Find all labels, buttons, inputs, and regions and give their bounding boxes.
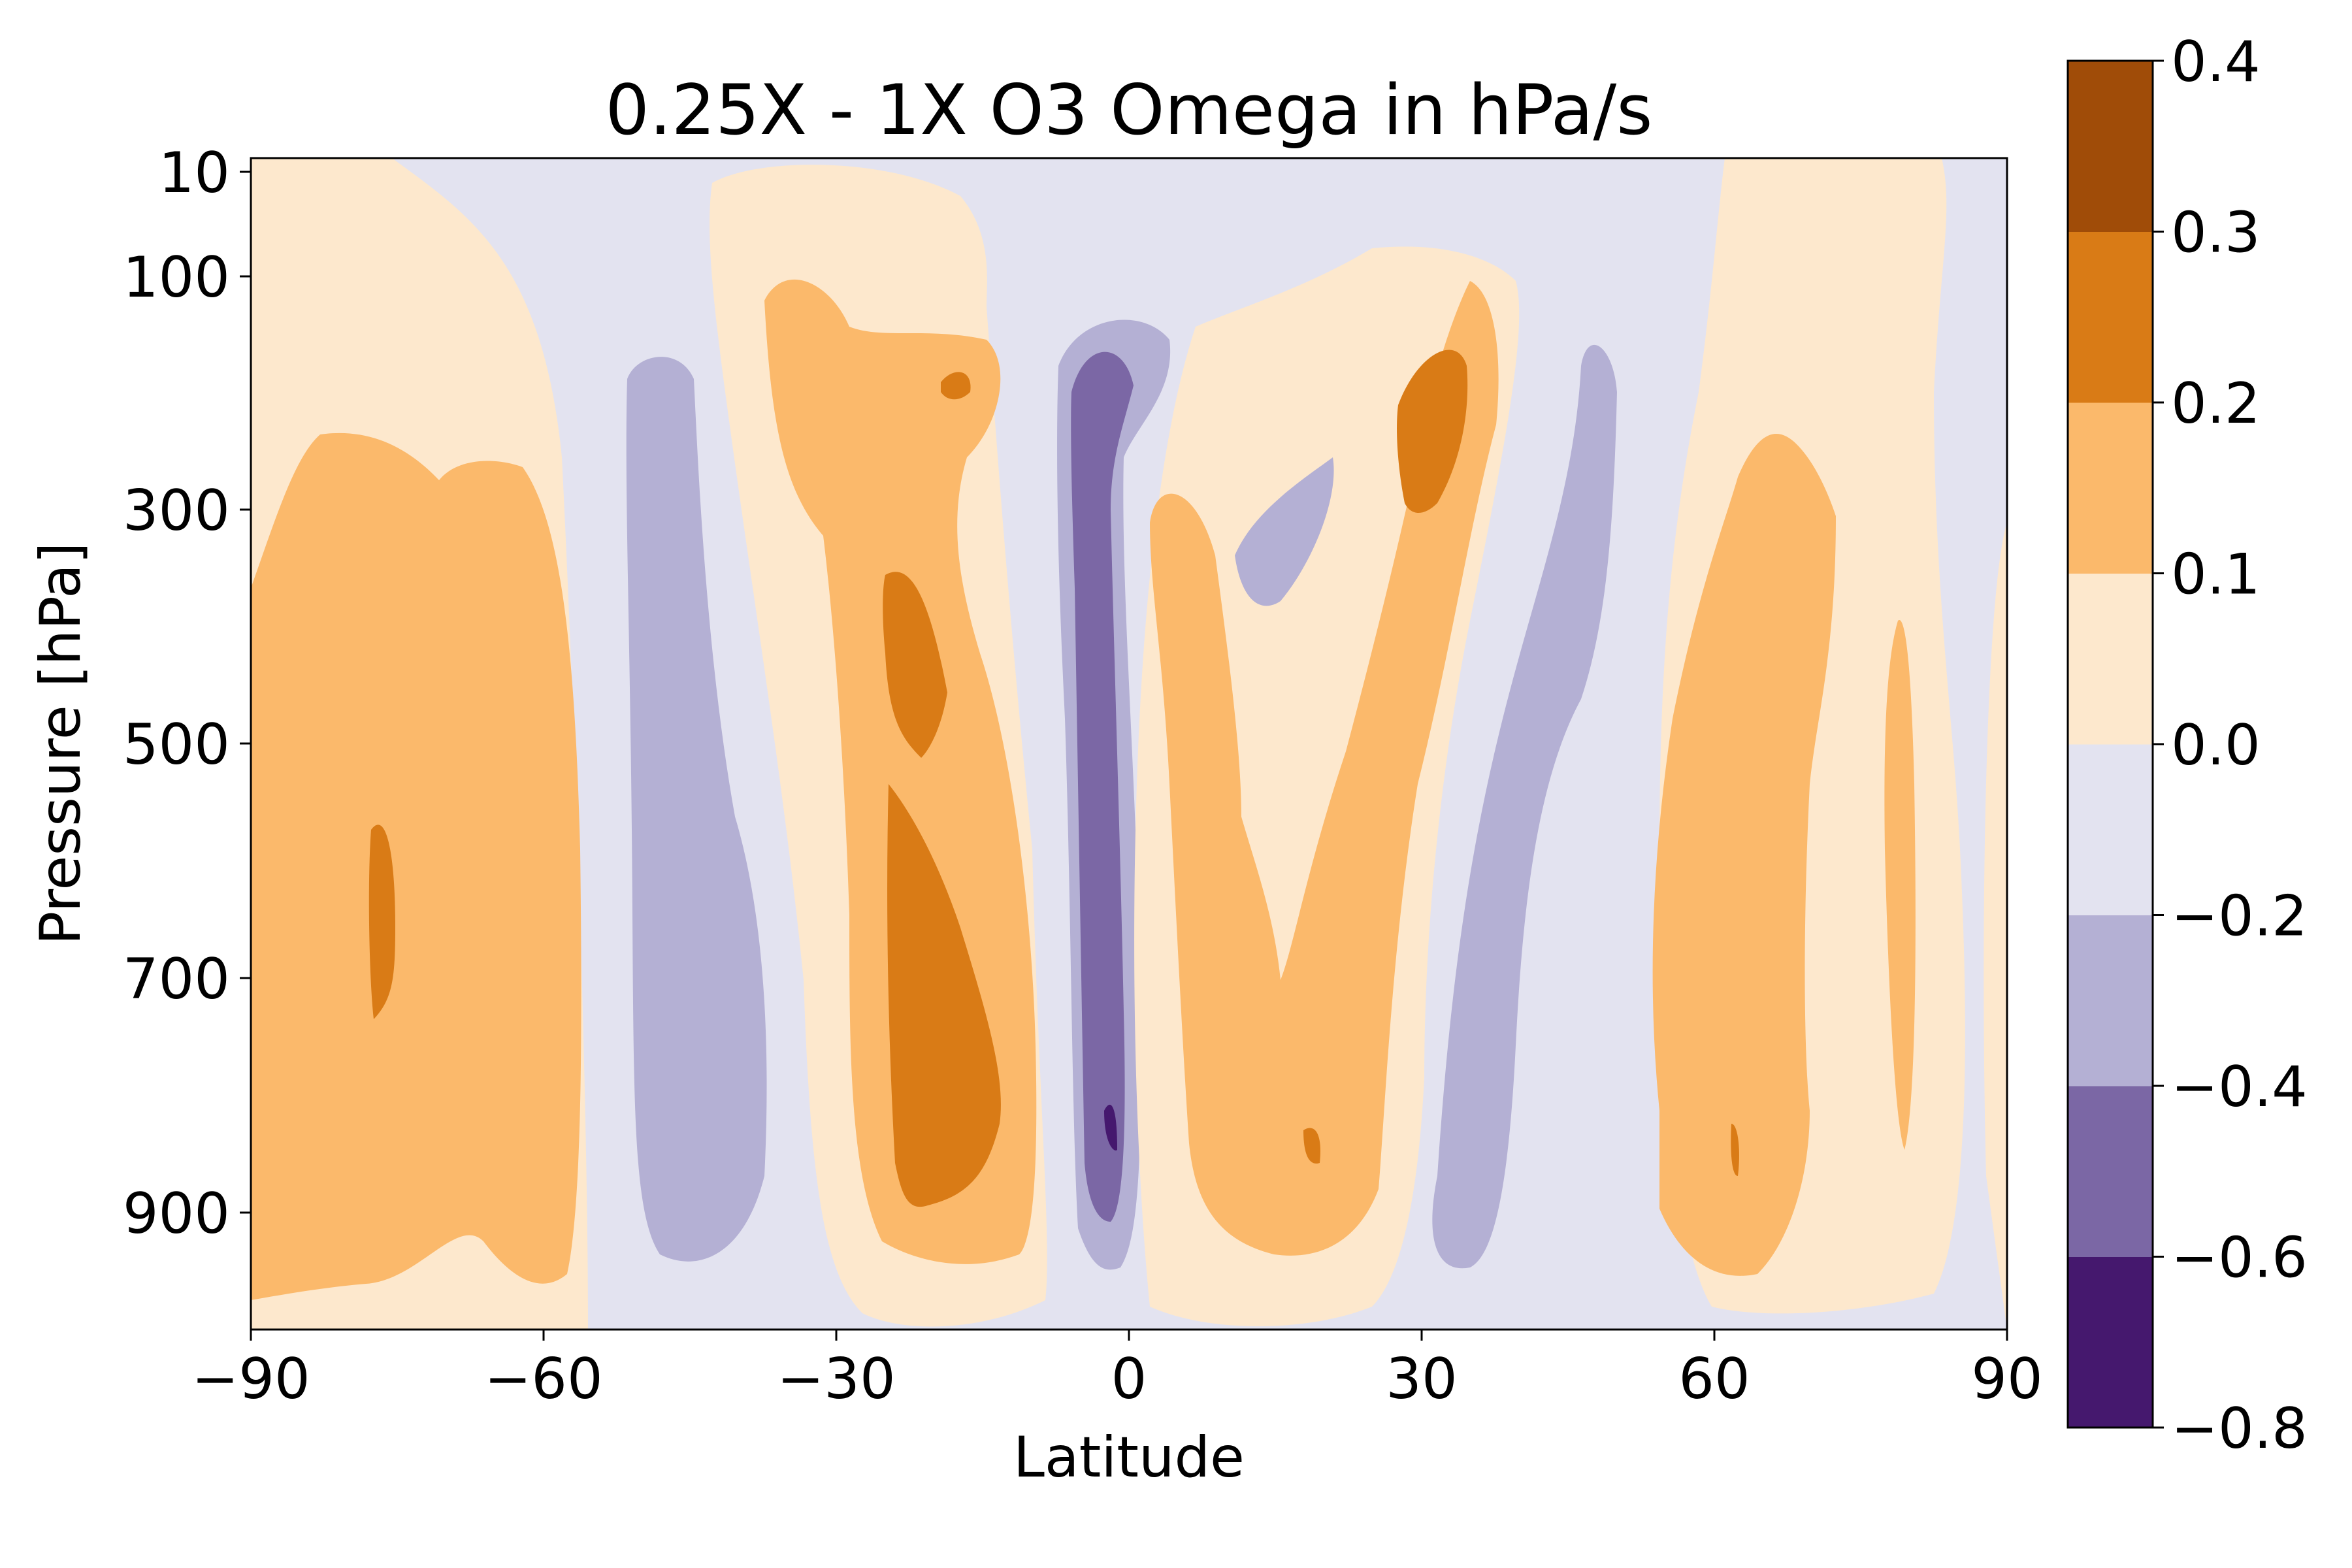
y-tick-label: 900 — [123, 1181, 230, 1247]
contour-band-neg0.4-to-neg0.2 — [626, 357, 767, 1262]
contour-band-0.1-to-0.2 — [1652, 434, 1836, 1276]
colorbar-tick-label: 0.4 — [2171, 29, 2261, 95]
contour-fields — [251, 158, 2007, 1330]
colorbar-tick-label: 0.2 — [2171, 371, 2261, 436]
colorbar-segment — [2068, 573, 2153, 745]
contour-band-neg0.4-to-neg0.2 — [1432, 344, 1617, 1269]
chart-title: 0.25X - 1X O3 Omega in hPa/s — [606, 70, 1653, 150]
contour-band-0.2-to-0.3 — [368, 825, 395, 1019]
colorbar-tick-label: −0.8 — [2171, 1396, 2308, 1462]
contour-band-neg0.6-to-neg0.4 — [1071, 351, 1134, 1222]
x-axis-label: Latitude — [1013, 1425, 1245, 1490]
contour-band-0.1-to-0.2 — [1150, 281, 1499, 1256]
x-tick-label: 0 — [1111, 1347, 1147, 1412]
contour-band-0-to-0.1 — [1984, 523, 2007, 1330]
contour-band-0.2-to-0.3 — [1731, 1124, 1739, 1176]
x-tick-label: 30 — [1386, 1347, 1457, 1412]
contour-band-0-to-0.1 — [1261, 353, 1346, 451]
colorbar-tick-label: −0.6 — [2171, 1226, 2308, 1291]
x-tick-label: −30 — [777, 1347, 896, 1412]
y-axis-label: Pressure [hPa] — [28, 542, 93, 945]
contour-band-neg0.4-to-neg0.2 — [1235, 457, 1334, 606]
colorbar-segment — [2068, 1256, 2153, 1428]
contour-band-0.2-to-0.3 — [1303, 1128, 1320, 1164]
colorbar: −0.8 −0.6 −0.4 −0.2 0.0 0.1 0.2 0.3 0.4 — [2066, 29, 2308, 1462]
contour-band-0.2-to-0.3 — [883, 572, 947, 758]
plot-area — [251, 158, 2007, 1330]
colorbar-segment — [2068, 915, 2153, 1086]
colorbar-tick-label: −0.2 — [2171, 884, 2308, 949]
colorbar-tick-label: 0.0 — [2171, 713, 2261, 778]
colorbar-segment — [2068, 61, 2153, 232]
y-tick-label: 10 — [159, 140, 230, 206]
contour-band-0.1-to-0.2 — [1884, 619, 1916, 1150]
x-tick-label: 90 — [1971, 1347, 2042, 1412]
y-axis: 10 100 300 500 700 900 — [123, 140, 251, 1247]
colorbar-segment — [2068, 402, 2153, 574]
y-tick-label: 700 — [123, 947, 230, 1012]
colorbar-tick-label: 0.1 — [2171, 542, 2261, 608]
colorbar-segment — [2068, 744, 2153, 915]
contour-band-0.1-to-0.2 — [251, 433, 581, 1301]
colorbar-segment — [2068, 1086, 2153, 1257]
y-tick-label: 300 — [123, 478, 230, 544]
y-tick-label: 500 — [123, 712, 230, 777]
x-axis: −90 −60 −30 0 30 60 90 — [191, 1330, 2043, 1412]
colorbar-tick-label: −0.4 — [2171, 1054, 2308, 1120]
x-tick-label: −90 — [191, 1347, 310, 1412]
x-tick-label: 60 — [1678, 1347, 1750, 1412]
colorbar-segment — [2068, 231, 2153, 403]
contour-band-neg0.8-to-neg0.6 — [1104, 1104, 1117, 1151]
x-tick-label: −60 — [484, 1347, 603, 1412]
contour-band-0.2-to-0.3 — [941, 372, 971, 400]
contour-band-0.2-to-0.3 — [1397, 350, 1468, 513]
y-tick-label: 100 — [123, 245, 230, 310]
contour-band-0.2-to-0.3 — [887, 784, 1001, 1207]
colorbar-tick-label: 0.3 — [2171, 201, 2261, 266]
